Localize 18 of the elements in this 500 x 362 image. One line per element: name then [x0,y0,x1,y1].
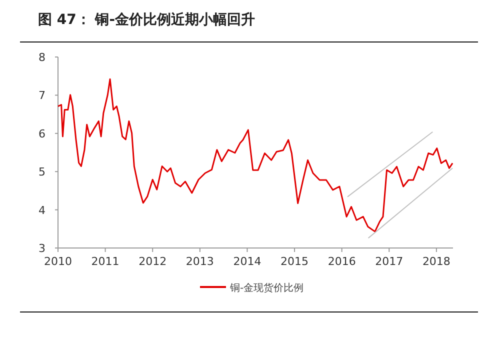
y-tick-label: 8 [38,51,46,64]
y-tick-label: 5 [38,166,46,179]
x-tick-label: 2017 [375,255,404,268]
x-tick-label: 2016 [328,255,356,268]
y-tick-label: 6 [38,127,46,140]
legend-label: 铜-金现货价比例 [229,282,304,294]
x-tick-label: 2011 [91,255,120,268]
y-tick-label: 3 [38,242,46,255]
chart-title: 图 47： 铜-金价比例近期小幅回升 [38,11,256,28]
line-series [57,78,454,232]
x-tick-label: 2010 [44,255,72,268]
x-tick-label: 2012 [138,255,167,268]
y-tick-label: 7 [38,89,46,102]
x-tick-label: 2013 [186,255,214,268]
y-tick-label: 4 [38,204,46,217]
x-tick-label: 2015 [280,255,309,268]
x-tick-label: 2018 [422,255,450,268]
x-tick-label: 2014 [233,255,262,268]
